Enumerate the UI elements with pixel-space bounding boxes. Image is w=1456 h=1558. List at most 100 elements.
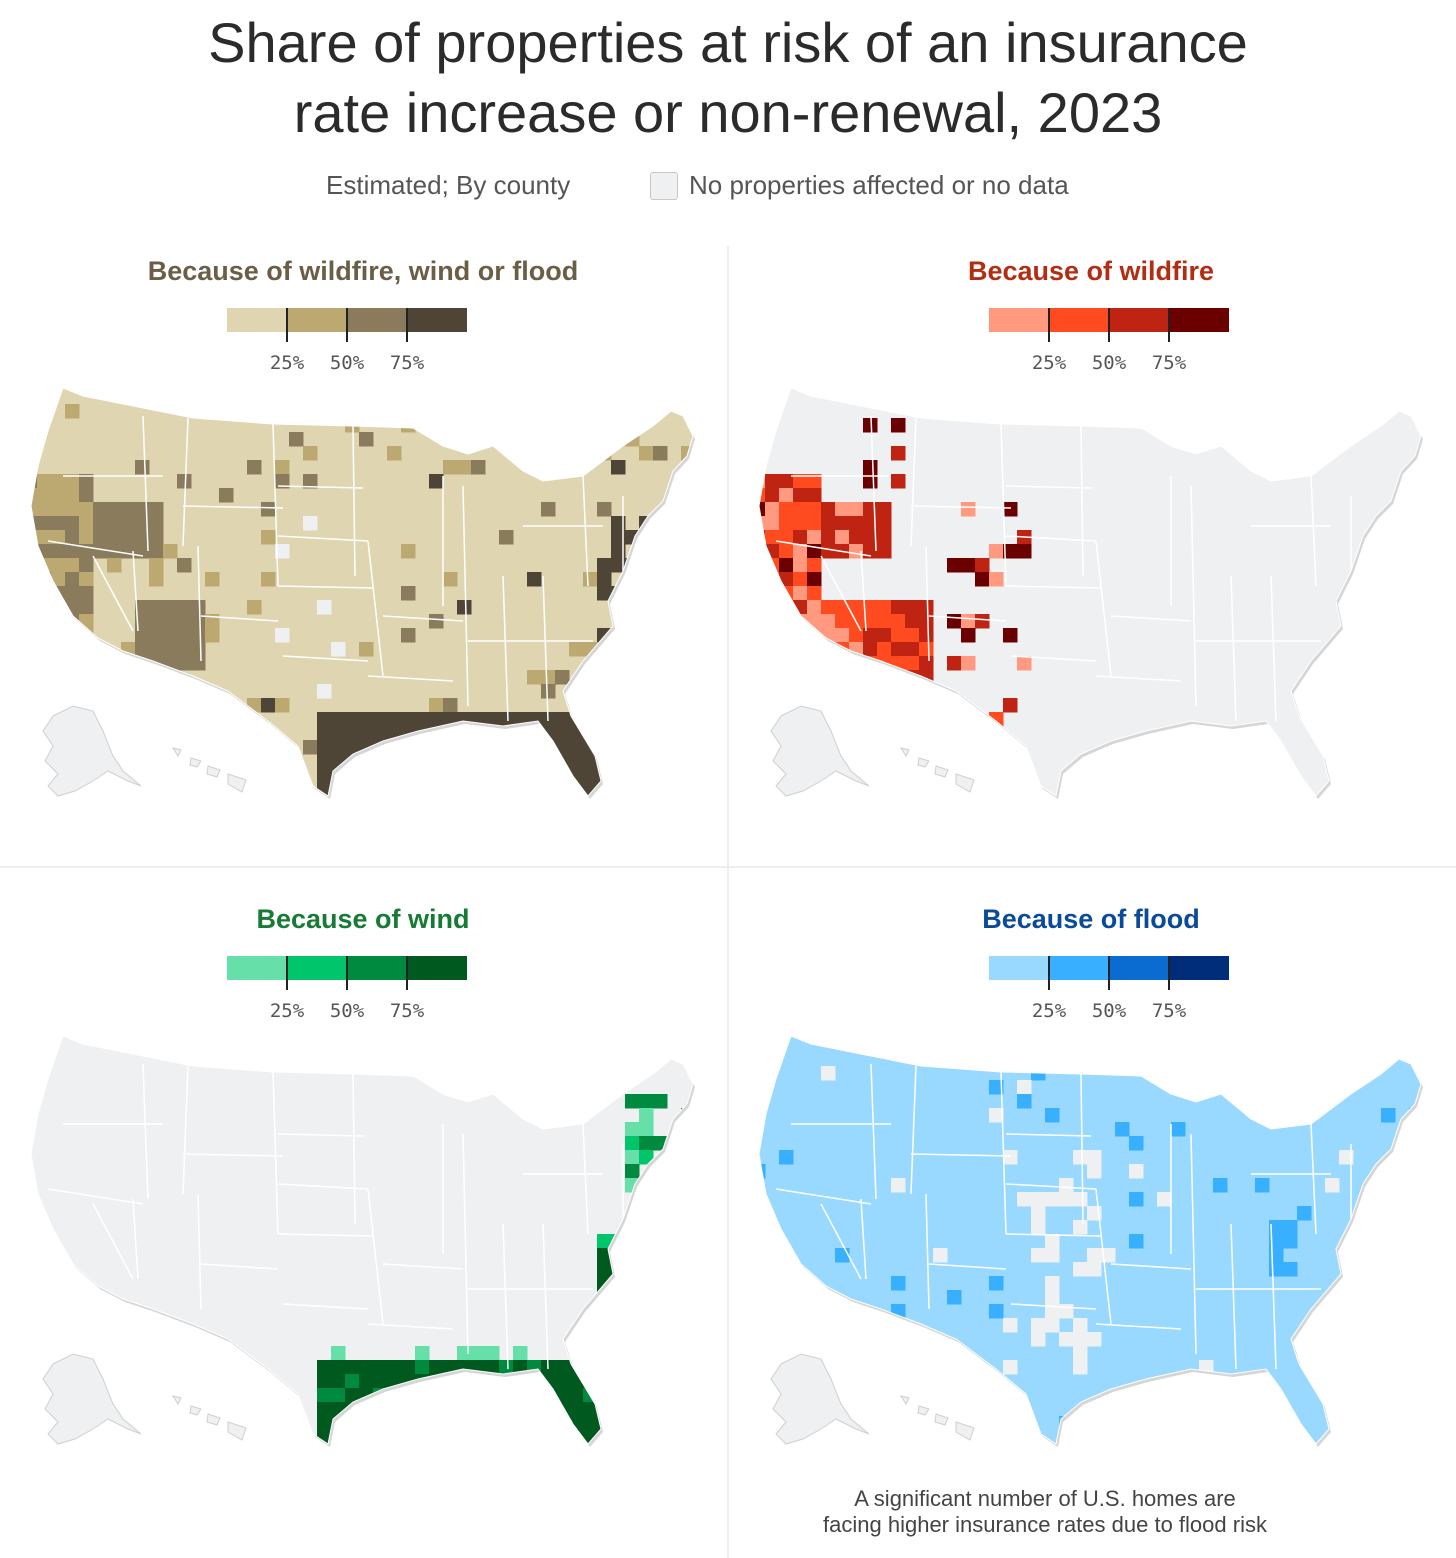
- county-cell: [37, 474, 52, 489]
- county-cell: [513, 768, 528, 783]
- county-cell: [317, 1360, 332, 1375]
- county-cell: [667, 670, 682, 685]
- state-border: [1270, 575, 1277, 722]
- county-cell: [555, 782, 570, 796]
- county-cell: [471, 460, 486, 475]
- state-border: [1190, 485, 1197, 707]
- hawaii: [899, 1395, 975, 1441]
- county-cell: [807, 614, 822, 629]
- county-cell: [135, 530, 150, 545]
- county-cell: [891, 600, 906, 615]
- county-cell: [527, 1416, 542, 1431]
- county-cell: [625, 1304, 640, 1319]
- county-cell: [1115, 1122, 1130, 1137]
- county-cell: [919, 656, 934, 671]
- county-cell: [401, 1360, 416, 1375]
- title-line-2: rate increase or non-renewal, 2023: [293, 81, 1163, 144]
- county-cell: [639, 1136, 654, 1151]
- county-cell: [1101, 1248, 1116, 1263]
- county-cell: [639, 670, 654, 685]
- county-cell: [765, 614, 780, 629]
- county-cell: [569, 782, 584, 796]
- county-cell: [541, 754, 556, 769]
- county-cell: [51, 488, 66, 503]
- county-cell: [303, 446, 318, 461]
- county-cell: [233, 796, 248, 811]
- county-cell: [387, 1430, 402, 1444]
- county-cell: [863, 600, 878, 615]
- county-cell: [149, 600, 164, 615]
- county-cell: [289, 432, 304, 447]
- state-border: [367, 1188, 384, 1325]
- county-cell: [387, 754, 402, 769]
- county-cell: [765, 1444, 780, 1459]
- legend-bin-0: [227, 956, 287, 980]
- county-cell: [625, 684, 640, 699]
- county-cell: [51, 530, 66, 545]
- county-cell: [807, 642, 822, 657]
- county-cell: [1073, 1262, 1088, 1277]
- county-cell: [275, 544, 290, 559]
- county-cell: [135, 600, 150, 615]
- county-cell: [79, 572, 94, 587]
- county-cell: [31, 684, 38, 699]
- state-border: [1310, 1123, 1317, 1235]
- county-cell: [611, 600, 626, 615]
- nodata-swatch: [650, 172, 678, 200]
- county-cell: [401, 796, 416, 811]
- us-map-flood: [758, 1035, 1438, 1459]
- county-cell: [121, 516, 136, 531]
- county-cell: [415, 768, 430, 783]
- contiguous-us: [759, 388, 1421, 796]
- county-cell: [989, 1080, 1004, 1095]
- county-cell: [1325, 1178, 1340, 1193]
- state-border: [182, 1153, 284, 1157]
- county-cell: [51, 572, 66, 587]
- county-cell: [821, 614, 836, 629]
- county-cell: [401, 418, 416, 433]
- county-cell: [79, 488, 94, 503]
- legend-tick-1: [346, 956, 348, 990]
- county-cell: [1171, 1430, 1186, 1444]
- county-cell: [387, 1360, 402, 1375]
- county-cell: [1423, 1150, 1438, 1165]
- county-cell: [373, 768, 388, 783]
- state-border: [382, 615, 464, 622]
- county-cell: [51, 614, 66, 629]
- county-cell: [849, 516, 864, 531]
- county-cell: [345, 796, 360, 811]
- county-cell: [639, 1234, 654, 1249]
- county-cell: [415, 1444, 430, 1459]
- state-border: [1095, 675, 1182, 682]
- county-cell: [443, 782, 458, 796]
- county-cell: [555, 1430, 570, 1444]
- state-border: [928, 1263, 1007, 1270]
- county-cell: [1199, 1402, 1214, 1417]
- county-cell: [457, 1402, 472, 1417]
- county-cell: [373, 726, 388, 741]
- county-cell: [79, 474, 94, 489]
- county-cell: [681, 558, 693, 573]
- county-cell: [1087, 1150, 1102, 1165]
- state-border: [1270, 1223, 1277, 1370]
- county-cell: [37, 614, 52, 629]
- county-cell: [835, 502, 850, 517]
- county-cell: [219, 488, 234, 503]
- county-cell: [933, 1444, 948, 1459]
- county-cell: [975, 558, 990, 573]
- county-cell: [499, 740, 514, 755]
- county-cell: [401, 768, 416, 783]
- county-cell: [359, 1374, 374, 1389]
- county-cell: [373, 1430, 388, 1444]
- state-border: [47, 540, 144, 557]
- county-cell: [583, 712, 598, 727]
- county-cell: [135, 614, 150, 629]
- legend-tick-0: [286, 308, 288, 342]
- county-cell: [485, 1360, 500, 1375]
- county-cell: [331, 726, 346, 741]
- county-cell: [905, 614, 920, 629]
- county-cell: [79, 558, 94, 573]
- state-border: [282, 655, 369, 662]
- county-cell: [513, 1374, 528, 1389]
- subtitle-row: Estimated; By county No properties affec…: [0, 170, 1456, 206]
